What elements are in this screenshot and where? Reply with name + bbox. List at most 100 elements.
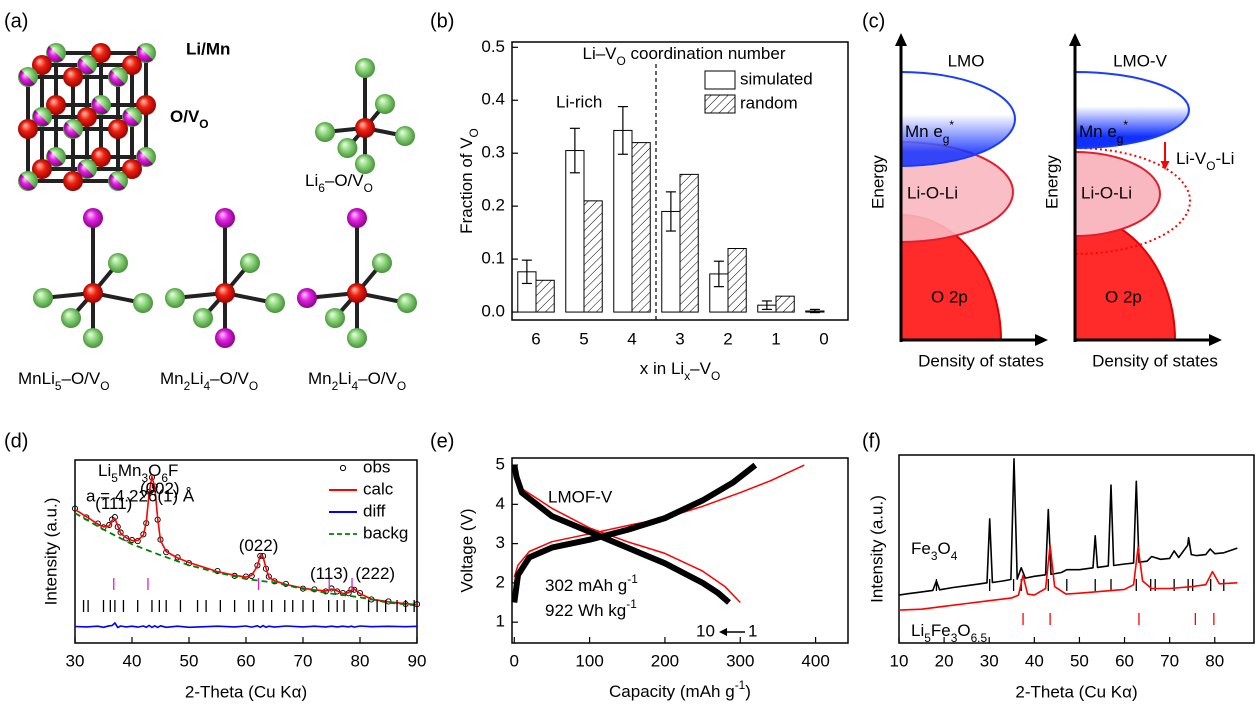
superscript: -1 xyxy=(735,678,746,692)
subscript: g xyxy=(943,132,950,146)
x-axis-label: x in Lix–VO xyxy=(640,359,720,383)
atom xyxy=(297,288,317,308)
annotation: a = 4.226(1) Å xyxy=(86,486,195,505)
x-tick-label: 60 xyxy=(1115,651,1134,670)
subscript: O xyxy=(364,181,373,195)
atom xyxy=(193,308,213,328)
x-axis-label: 2-Theta (Cu Kα) xyxy=(1015,682,1137,701)
bar xyxy=(566,151,584,313)
x-tick-label: 200 xyxy=(651,651,679,670)
legend-swatch xyxy=(705,71,735,89)
text-part: –O/V xyxy=(61,369,100,388)
atom-label: O/VO xyxy=(170,107,209,131)
text-part: Li xyxy=(190,369,203,388)
atom xyxy=(240,253,260,273)
band-label: Li-O-Li xyxy=(907,183,958,202)
axis-label: Density of states xyxy=(918,351,1044,370)
atom xyxy=(63,171,83,191)
x-tick-label: 30 xyxy=(66,651,85,670)
y-tick-label: 1 xyxy=(496,612,505,631)
atom xyxy=(395,126,415,146)
annotation: LMOF-V xyxy=(548,487,613,506)
legend-label: diff xyxy=(363,501,386,520)
subscript: O xyxy=(100,379,109,393)
y-tick-label: 0.2 xyxy=(481,196,505,215)
x-tick-label: 5 xyxy=(579,329,588,348)
structure-label: Li6–O/VO xyxy=(305,171,373,195)
y-tick-label: 4 xyxy=(496,494,505,513)
band-mn xyxy=(901,72,1015,166)
axis-label: Energy xyxy=(868,155,887,209)
x-tick-label: 70 xyxy=(294,651,313,670)
chart-title: Li–VO coordination number xyxy=(583,44,786,68)
y-tick-label: 0.0 xyxy=(481,302,505,321)
atom xyxy=(325,308,345,328)
atom xyxy=(215,208,235,228)
text-part: Li–V xyxy=(583,44,618,63)
text-part: O/V xyxy=(170,107,200,126)
atom xyxy=(165,288,185,308)
bar xyxy=(776,296,794,312)
atom xyxy=(347,208,367,228)
text-part: Mn xyxy=(160,369,184,388)
text-part: Li xyxy=(911,622,924,641)
text-part: Li-V xyxy=(1176,149,1207,168)
band-annotation: Li-VO-Li xyxy=(1176,149,1234,173)
text-part: MnLi xyxy=(18,369,55,388)
bar xyxy=(680,174,698,312)
series-line xyxy=(899,459,1237,595)
text-part: coordination number xyxy=(626,44,786,63)
atom xyxy=(347,328,367,348)
structure-label: MnLi5–O/VO xyxy=(18,369,109,393)
text-part: Li xyxy=(305,171,318,190)
peak-label: (222) xyxy=(355,564,395,583)
atom xyxy=(18,119,38,139)
y-tick-label: 0.1 xyxy=(481,249,505,268)
structure-panel xyxy=(18,43,417,348)
legend-swatch xyxy=(705,95,735,113)
x-tick-label: 80 xyxy=(1205,651,1224,670)
structure-label: Mn2Li4–O/VO xyxy=(160,369,258,393)
y-axis-label: Intensity (a.u.) xyxy=(867,495,886,603)
y-axis-label: Intensity (a.u.) xyxy=(41,498,60,606)
y-tick-label: 0.4 xyxy=(481,90,505,109)
legend-label: random xyxy=(740,93,798,112)
legend-label: 10 xyxy=(696,621,715,640)
x-tick-label: 50 xyxy=(180,651,199,670)
text-part: O xyxy=(148,461,161,480)
peak-label: (113) xyxy=(310,564,348,583)
x-tick-label: 400 xyxy=(801,651,829,670)
bar xyxy=(728,249,746,313)
text-part: 922 Wh kg xyxy=(545,601,626,620)
atom xyxy=(63,67,83,87)
atom xyxy=(397,293,417,313)
bar xyxy=(536,280,554,312)
text-part: Mn e xyxy=(905,122,943,141)
x-tick-label: 10 xyxy=(890,651,909,670)
atom xyxy=(215,328,235,348)
superscript: -1 xyxy=(626,597,637,611)
x-tick-label: 6 xyxy=(531,329,540,348)
page: (a)(b)(c)(d)(e)(f)Li/MnO/VOLi6–O/VOMnLi5… xyxy=(0,0,1258,728)
atom xyxy=(347,283,367,303)
panel-label: (b) xyxy=(430,10,454,32)
atom xyxy=(33,288,53,308)
annotation: 922 Wh kg-1 xyxy=(545,597,637,620)
legend-label: calc xyxy=(363,479,394,498)
series-line xyxy=(75,623,417,628)
y-axis-label: Fraction of VO xyxy=(457,128,481,234)
x-tick-label: 300 xyxy=(726,651,754,670)
x-tick-label: 1 xyxy=(771,329,780,348)
panel-label: (d) xyxy=(4,430,28,452)
atom xyxy=(61,308,81,328)
text-part: Fraction of V xyxy=(457,137,476,234)
axis-label: Density of states xyxy=(1092,351,1218,370)
text-part: O xyxy=(937,540,950,559)
atom xyxy=(315,122,335,142)
x-tick-label: 2 xyxy=(723,329,732,348)
panel-label: (a) xyxy=(4,10,28,32)
figure: (a)(b)(c)(d)(e)(f)Li/MnO/VOLi6–O/VOMnLi5… xyxy=(0,0,1258,728)
subscript: 6.5 xyxy=(971,631,988,645)
x-tick-label: 70 xyxy=(1160,651,1179,670)
